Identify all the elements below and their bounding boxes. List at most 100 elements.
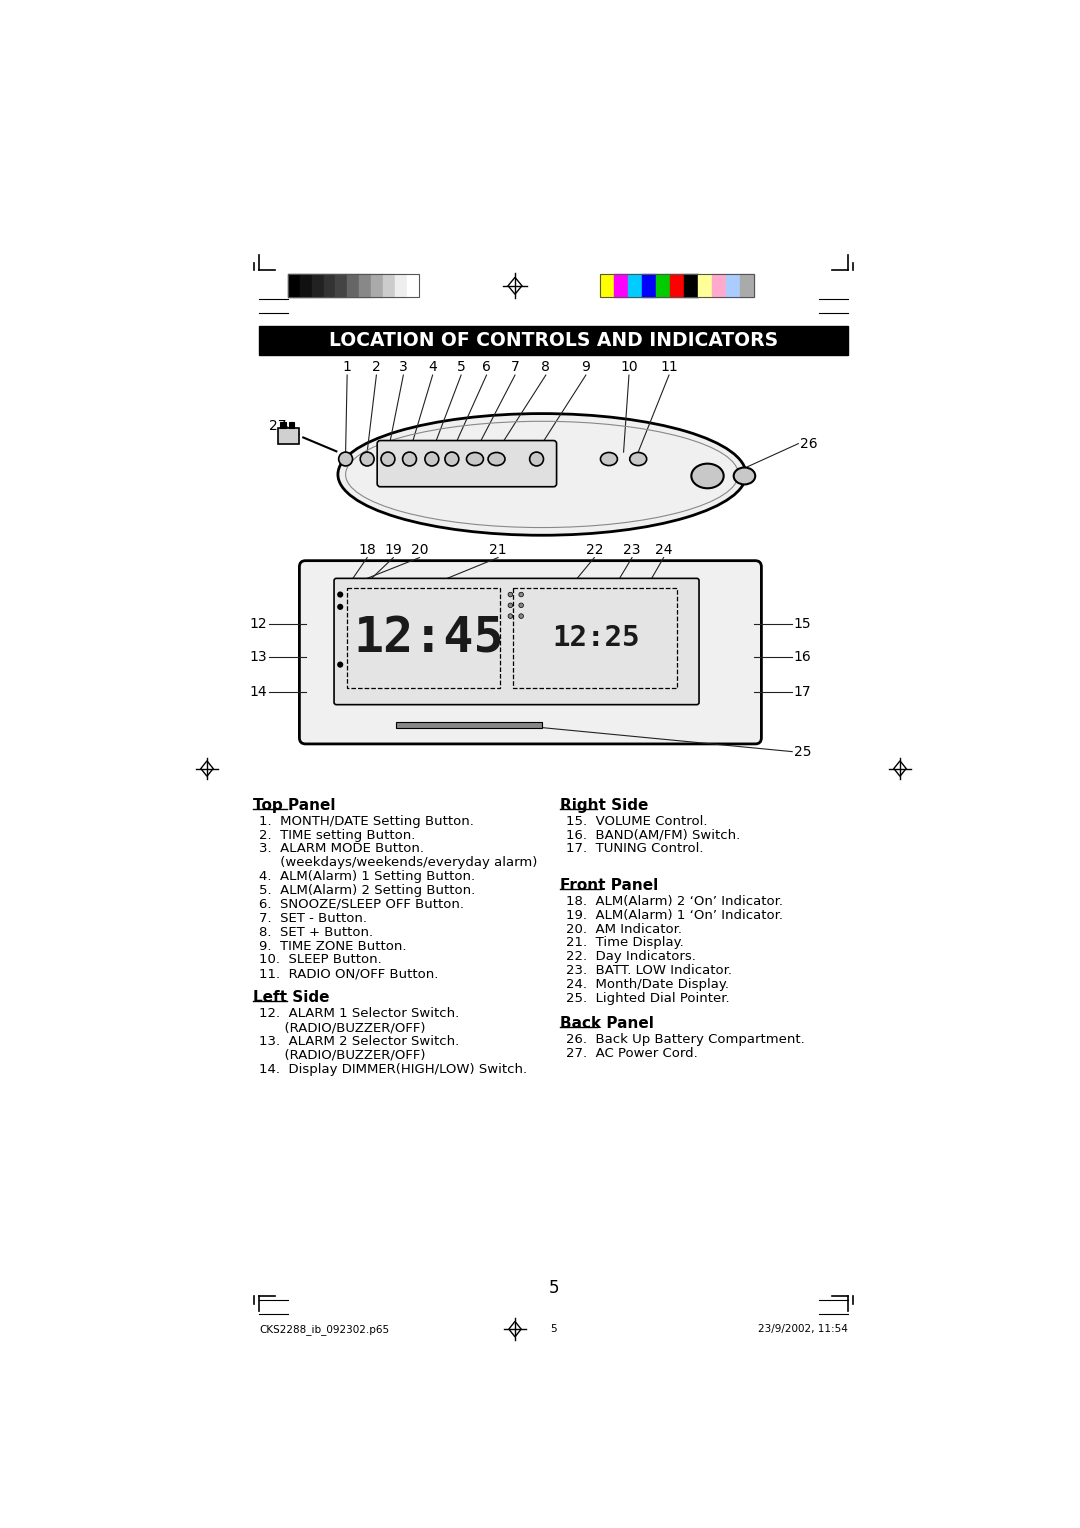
Text: 25: 25 xyxy=(794,744,811,758)
Bar xyxy=(613,274,627,298)
Text: 2: 2 xyxy=(372,361,381,374)
Bar xyxy=(347,588,500,689)
Circle shape xyxy=(361,452,374,466)
Ellipse shape xyxy=(488,452,505,466)
Bar xyxy=(627,274,642,298)
Circle shape xyxy=(529,452,543,466)
Text: 9: 9 xyxy=(581,361,591,374)
Bar xyxy=(712,274,726,298)
Bar xyxy=(670,274,684,298)
Text: 21: 21 xyxy=(489,542,507,556)
Text: 5: 5 xyxy=(457,361,465,374)
Text: 13: 13 xyxy=(249,649,267,663)
Text: 21.  Time Display.: 21. Time Display. xyxy=(566,937,684,949)
Bar xyxy=(336,274,348,298)
Circle shape xyxy=(337,604,343,610)
Text: 12:25: 12:25 xyxy=(553,625,640,652)
Text: Right Side: Right Side xyxy=(559,798,648,813)
Circle shape xyxy=(508,593,513,597)
Bar xyxy=(698,274,712,298)
Ellipse shape xyxy=(467,452,484,466)
Text: 18.  ALM(Alarm) 2 ‘On’ Indicator.: 18. ALM(Alarm) 2 ‘On’ Indicator. xyxy=(566,895,783,908)
Text: 4: 4 xyxy=(429,361,437,374)
Text: CKS2288_ib_092302.p65: CKS2288_ib_092302.p65 xyxy=(259,1323,390,1334)
Text: 9.  TIME ZONE Button.: 9. TIME ZONE Button. xyxy=(259,940,407,952)
Text: 23/9/2002, 11:54: 23/9/2002, 11:54 xyxy=(758,1325,848,1334)
Text: 11: 11 xyxy=(660,361,678,374)
Bar xyxy=(740,274,754,298)
Bar xyxy=(312,274,324,298)
Text: 15.  VOLUME Control.: 15. VOLUME Control. xyxy=(566,814,707,828)
Circle shape xyxy=(339,452,352,466)
Circle shape xyxy=(518,614,524,619)
Bar xyxy=(259,325,848,354)
Text: (RADIO/BUZZER/OFF): (RADIO/BUZZER/OFF) xyxy=(259,1021,426,1034)
Text: 3.  ALARM MODE Button.: 3. ALARM MODE Button. xyxy=(259,842,424,856)
Bar xyxy=(513,588,677,689)
Circle shape xyxy=(518,604,524,608)
Text: 14: 14 xyxy=(249,685,267,698)
Text: Front Panel: Front Panel xyxy=(559,879,658,892)
Text: (RADIO/BUZZER/OFF): (RADIO/BUZZER/OFF) xyxy=(259,1048,426,1062)
Text: 16: 16 xyxy=(794,649,811,663)
Text: 5.  ALM(Alarm) 2 Setting Button.: 5. ALM(Alarm) 2 Setting Button. xyxy=(259,885,475,897)
Text: (weekdays/weekends/everyday alarm): (weekdays/weekends/everyday alarm) xyxy=(259,856,538,869)
Text: 20: 20 xyxy=(410,542,429,556)
Text: Left Side: Left Side xyxy=(253,990,329,1005)
Text: 6.  SNOOZE/SLEEP OFF Button.: 6. SNOOZE/SLEEP OFF Button. xyxy=(259,898,464,911)
Text: 12.  ALARM 1 Selector Switch.: 12. ALARM 1 Selector Switch. xyxy=(259,1007,460,1021)
Text: 10: 10 xyxy=(620,361,638,374)
Circle shape xyxy=(403,452,417,466)
Text: 26: 26 xyxy=(800,437,818,451)
Text: 17: 17 xyxy=(794,685,811,698)
Text: 1: 1 xyxy=(342,361,352,374)
Bar xyxy=(324,274,336,298)
Text: 7.  SET - Button.: 7. SET - Button. xyxy=(259,912,367,924)
Ellipse shape xyxy=(733,468,755,484)
Text: 3: 3 xyxy=(399,361,408,374)
Circle shape xyxy=(381,452,395,466)
FancyBboxPatch shape xyxy=(299,561,761,744)
Bar xyxy=(288,274,300,298)
Text: 20.  AM Indicator.: 20. AM Indicator. xyxy=(566,923,681,935)
Bar xyxy=(280,422,285,428)
Circle shape xyxy=(424,452,438,466)
Circle shape xyxy=(337,591,343,597)
Text: 1.  MONTH/DATE Setting Button.: 1. MONTH/DATE Setting Button. xyxy=(259,814,474,828)
Text: 24.  Month/Date Display.: 24. Month/Date Display. xyxy=(566,978,729,992)
Bar xyxy=(684,274,698,298)
Text: 8.  SET + Button.: 8. SET + Button. xyxy=(259,926,374,938)
Text: 27: 27 xyxy=(269,419,286,432)
Bar xyxy=(599,274,613,298)
Text: 6: 6 xyxy=(482,361,491,374)
Text: 23.  BATT. LOW Indicator.: 23. BATT. LOW Indicator. xyxy=(566,964,732,976)
Text: 12: 12 xyxy=(249,617,267,631)
Text: 5: 5 xyxy=(549,1279,558,1297)
Text: 11.  RADIO ON/OFF Button.: 11. RADIO ON/OFF Button. xyxy=(259,967,438,981)
Text: 19.  ALM(Alarm) 1 ‘On’ Indicator.: 19. ALM(Alarm) 1 ‘On’ Indicator. xyxy=(566,909,783,921)
Text: 7: 7 xyxy=(511,361,519,374)
Circle shape xyxy=(445,452,459,466)
Bar xyxy=(288,422,294,428)
Ellipse shape xyxy=(338,414,746,535)
Bar xyxy=(395,274,407,298)
Text: 26.  Back Up Battery Compartment.: 26. Back Up Battery Compartment. xyxy=(566,1033,805,1047)
Bar xyxy=(395,723,542,727)
Text: 13.  ALARM 2 Selector Switch.: 13. ALARM 2 Selector Switch. xyxy=(259,1034,460,1048)
Circle shape xyxy=(337,662,343,668)
Text: 10.  SLEEP Button.: 10. SLEEP Button. xyxy=(259,953,382,966)
Bar xyxy=(383,274,395,298)
Ellipse shape xyxy=(600,452,618,466)
Bar xyxy=(360,274,372,298)
Text: 8: 8 xyxy=(541,361,550,374)
Bar xyxy=(726,274,740,298)
Text: 24: 24 xyxy=(654,542,673,556)
Text: 27.  AC Power Cord.: 27. AC Power Cord. xyxy=(566,1047,698,1060)
Text: 22: 22 xyxy=(585,542,603,556)
Bar xyxy=(348,274,360,298)
FancyBboxPatch shape xyxy=(377,440,556,487)
Text: 19: 19 xyxy=(384,542,402,556)
Bar xyxy=(300,274,312,298)
Text: 17.  TUNING Control.: 17. TUNING Control. xyxy=(566,842,703,856)
Bar xyxy=(407,274,419,298)
